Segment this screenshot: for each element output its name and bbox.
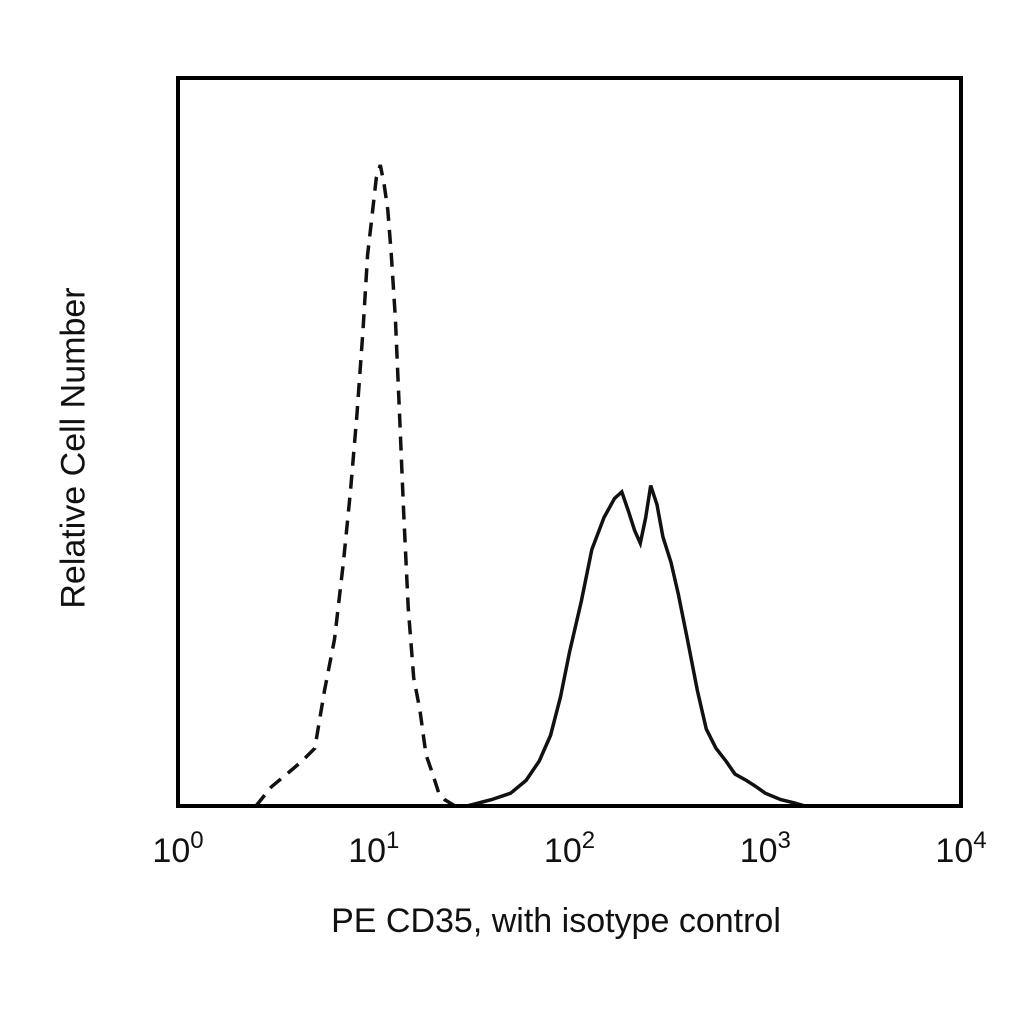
- x-tick-label: 104: [935, 827, 986, 870]
- x-tick-label: 103: [740, 827, 791, 870]
- x-tick-label: 100: [152, 827, 203, 870]
- x-axis-label: PE CD35, with isotype control: [331, 902, 781, 940]
- x-tick-label: 101: [348, 827, 399, 870]
- pe-cd35-curve: [466, 484, 806, 808]
- isotype-control-curve: [254, 164, 492, 808]
- x-tick-label: 102: [544, 827, 595, 870]
- plot-frame: [176, 76, 963, 808]
- y-axis-label: Relative Cell Number: [54, 287, 93, 609]
